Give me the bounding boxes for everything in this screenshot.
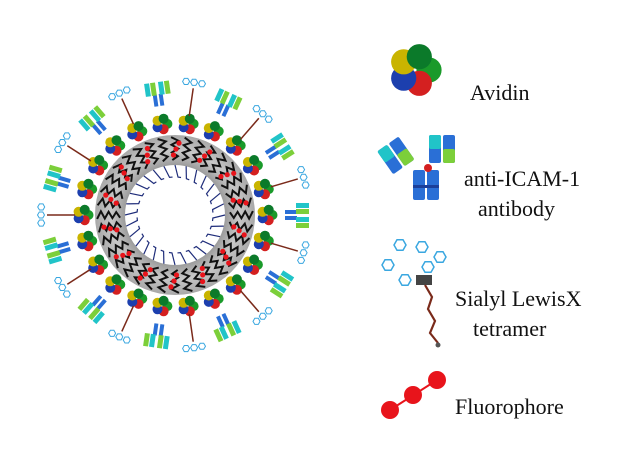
fluorophore-icon [381,371,446,419]
legend-label-antibody-line1: anti-ICAM-1 [464,166,580,191]
fluorophore-dots [101,140,249,290]
antibody-icon [377,135,455,200]
polymersome-particle [36,77,310,353]
legend-label-sialyl-line1: Sialyl LewisX [455,286,582,311]
legend-label-avidin: Avidin [470,80,529,105]
legend-label-antibody-line2: antibody [478,196,555,221]
legend-item-sialyl: Sialyl LewisX tetramer [381,239,582,348]
legend-item-fluorophore: Fluorophore [381,371,564,419]
legend-item-avidin: Avidin [391,44,529,105]
legend-label-fluorophore: Fluorophore [455,394,564,419]
avidin-protein-icon [391,44,442,96]
legend-item-antibody: anti-ICAM-1 antibody [377,135,580,221]
legend: Avidin anti-ICAM-1 antibody [377,44,582,419]
surface-ligands [36,77,310,353]
inner-chains [124,164,226,266]
legend-label-sialyl-line2: tetramer [473,316,547,341]
sialyl-lewisx-icon [381,239,447,348]
